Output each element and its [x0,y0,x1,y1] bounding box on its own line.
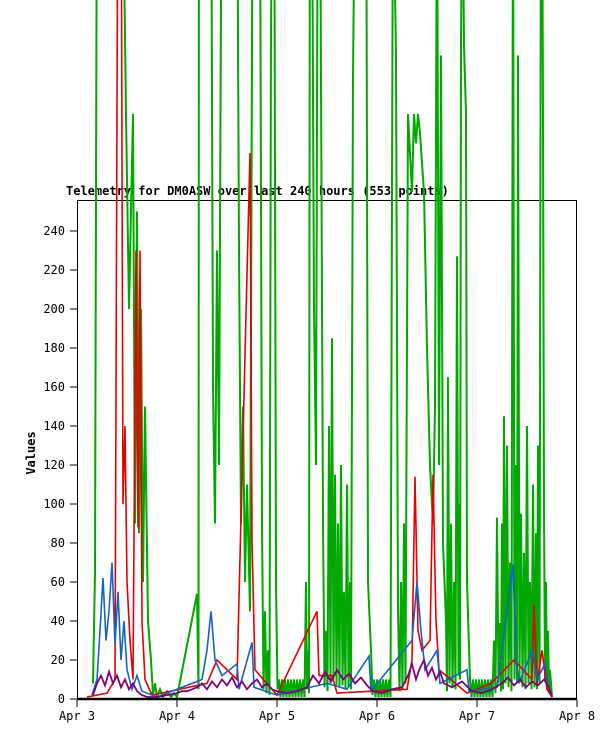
x-tick-label: Apr 7 [459,709,495,723]
y-tick-label: 80 [51,536,65,550]
y-tick-label: 140 [43,419,65,433]
y-tick-label: 180 [43,341,65,355]
series-green-line [92,0,553,701]
x-tick-label: Apr 5 [259,709,295,723]
y-tick-label: 120 [43,458,65,472]
y-tick-label: 240 [43,224,65,238]
y-tick-label: 0 [58,692,65,706]
y-tick-label: 20 [51,653,65,667]
series-red-line [86,0,553,698]
y-tick-label: 220 [43,263,65,277]
y-tick-label: 100 [43,497,65,511]
x-tick-label: Apr 6 [359,709,395,723]
series-blue-line [91,562,553,698]
y-tick-label: 200 [43,302,65,316]
x-tick-label: Apr 8 [559,709,595,723]
x-tick-label: Apr 3 [59,709,95,723]
series-purple-line [92,657,553,698]
y-tick-label: 60 [51,575,65,589]
y-tick-label: 40 [51,614,65,628]
y-tick-label: 160 [43,380,65,394]
x-tick-label: Apr 4 [159,709,195,723]
